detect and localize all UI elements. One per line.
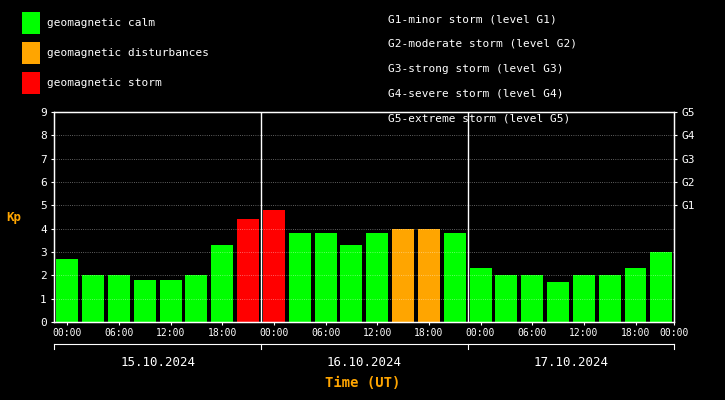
Bar xyxy=(186,275,207,322)
Bar xyxy=(392,229,414,322)
Bar xyxy=(521,275,543,322)
Text: geomagnetic disturbances: geomagnetic disturbances xyxy=(47,48,209,58)
Text: Time (UT): Time (UT) xyxy=(325,376,400,390)
Bar xyxy=(366,233,388,322)
Bar xyxy=(599,275,621,322)
Text: 16.10.2024: 16.10.2024 xyxy=(327,356,402,369)
Text: G4-severe storm (level G4): G4-severe storm (level G4) xyxy=(388,88,563,98)
Text: G1-minor storm (level G1): G1-minor storm (level G1) xyxy=(388,14,557,24)
Text: G5-extreme storm (level G5): G5-extreme storm (level G5) xyxy=(388,113,570,123)
Bar xyxy=(547,282,569,322)
Bar xyxy=(57,259,78,322)
Bar xyxy=(315,233,336,322)
Bar xyxy=(470,268,492,322)
Text: geomagnetic storm: geomagnetic storm xyxy=(47,78,162,88)
Text: geomagnetic calm: geomagnetic calm xyxy=(47,18,155,28)
Bar xyxy=(134,280,156,322)
Text: Kp: Kp xyxy=(7,210,22,224)
Bar xyxy=(211,245,233,322)
Bar xyxy=(418,229,440,322)
Bar xyxy=(263,210,285,322)
Text: G3-strong storm (level G3): G3-strong storm (level G3) xyxy=(388,64,563,74)
Bar xyxy=(495,275,518,322)
Bar xyxy=(444,233,465,322)
Text: 15.10.2024: 15.10.2024 xyxy=(120,356,195,369)
Text: 17.10.2024: 17.10.2024 xyxy=(534,356,608,369)
Bar xyxy=(82,275,104,322)
Bar xyxy=(341,245,362,322)
Text: G2-moderate storm (level G2): G2-moderate storm (level G2) xyxy=(388,39,577,49)
Bar xyxy=(160,280,181,322)
Bar xyxy=(624,268,647,322)
Bar xyxy=(108,275,130,322)
Bar xyxy=(650,252,672,322)
Bar xyxy=(289,233,311,322)
Bar xyxy=(573,275,594,322)
Bar xyxy=(237,219,259,322)
